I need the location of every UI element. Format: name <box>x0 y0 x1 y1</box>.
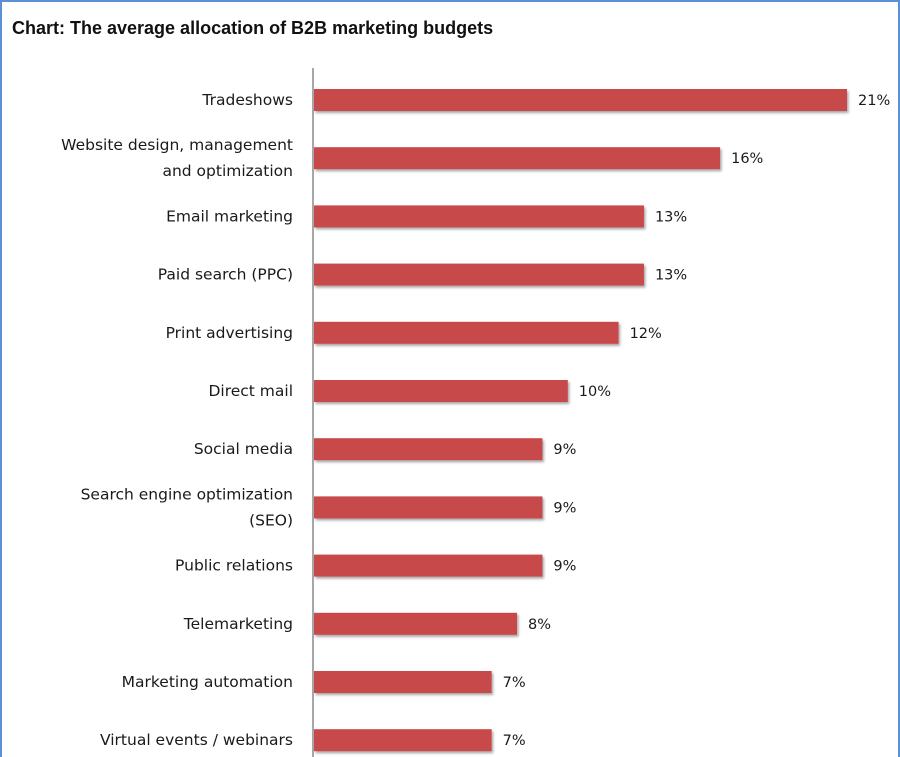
bar-value-label: 21% <box>858 93 890 109</box>
bar-value-label: 10% <box>579 384 611 400</box>
bar <box>314 612 518 635</box>
bar <box>314 496 543 519</box>
bar <box>314 671 492 693</box>
bar <box>314 729 492 752</box>
category-label: Public relations <box>175 557 293 575</box>
bar-value-label: 7% <box>503 733 526 749</box>
category-label: Email marketing <box>166 207 293 225</box>
category-labels-layer: Tradeshows Website design, management and … <box>61 91 293 749</box>
category-label: Telemarketing <box>183 615 293 633</box>
bar-value-label: 13% <box>655 268 687 284</box>
bar-value-label: 9% <box>553 442 576 458</box>
bar <box>314 89 847 111</box>
category-label: Print advertising <box>166 324 293 342</box>
bar <box>314 205 644 228</box>
bars-layer <box>314 89 847 752</box>
value-labels-layer: 21% 16% 13% 13% 12% 10% 9% 9% 9% 8% 7% 7% <box>503 93 891 749</box>
bar <box>314 147 721 170</box>
category-label: Direct mail <box>208 382 293 400</box>
bar-value-label: 9% <box>553 500 576 516</box>
category-label: Tradeshows <box>201 91 293 109</box>
bar-value-label: 8% <box>528 617 551 633</box>
bar <box>314 554 543 577</box>
category-label: Marketing automation <box>122 673 293 691</box>
bar <box>314 321 619 344</box>
bar-value-label: 13% <box>655 209 687 225</box>
bar-value-label: 7% <box>503 675 526 691</box>
bar <box>314 263 644 286</box>
bar-value-label: 12% <box>630 326 662 342</box>
bar-value-label: 16% <box>731 151 763 167</box>
bar-value-label: 9% <box>553 559 576 575</box>
chart-title: Chart: The average allocation of B2B mar… <box>12 18 494 38</box>
bar <box>314 438 543 461</box>
category-label: Social media <box>194 440 293 458</box>
category-label: Virtual events / webinars <box>100 731 293 749</box>
category-label: Website design, management and optimizati… <box>61 136 293 180</box>
category-label: Paid search (PPC) <box>158 266 293 284</box>
bar <box>314 380 568 402</box>
category-label: Search engine optimization (SEO) <box>81 485 293 529</box>
